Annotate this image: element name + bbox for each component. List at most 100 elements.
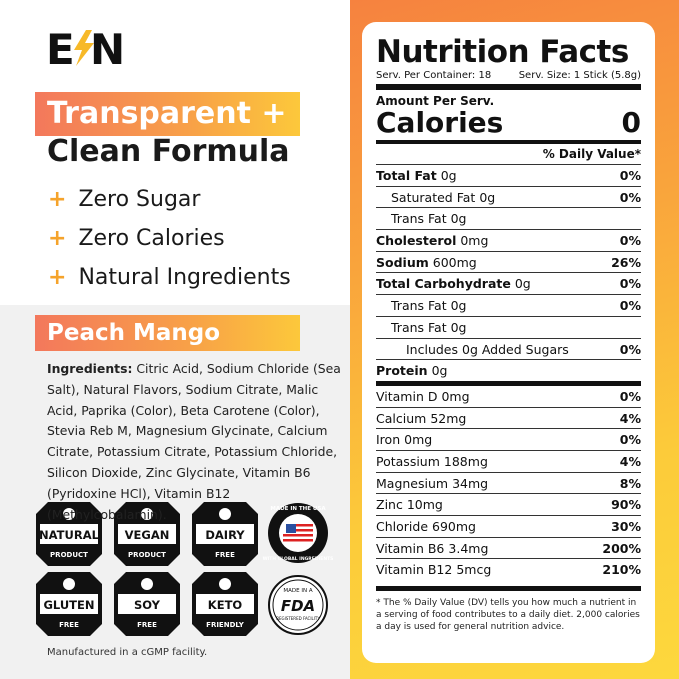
- badge-icon: [63, 508, 75, 520]
- bullet: +: [48, 226, 67, 251]
- nutrient-name: Trans Fat: [391, 298, 447, 314]
- nutrient-amount: 34mg: [452, 475, 489, 491]
- nutrient-name: Saturated Fat: [391, 189, 476, 205]
- badge-icon: [141, 508, 153, 520]
- flag-stripes: [283, 524, 313, 542]
- benefit-text: Zero Calories: [78, 226, 225, 251]
- badge-title: GLUTEN: [43, 598, 94, 612]
- nutrient-name: Vitamin B6: [376, 540, 445, 556]
- daily-value: 0%: [619, 189, 641, 205]
- nutrient-label: Vitamin B12 5mcg: [376, 559, 491, 580]
- nutrient-amount: 5mcg: [456, 562, 492, 578]
- daily-value: 90%: [611, 497, 641, 513]
- nutrient-row: Magnesium 34mg 8%: [376, 471, 641, 494]
- nutrient-row: Cholesterol 0mg 0%: [376, 229, 641, 251]
- nutrient-amount: 0g: [450, 319, 467, 335]
- nutrient-name: Calcium: [376, 410, 427, 426]
- benefit: + Natural Ingredients: [48, 265, 291, 290]
- badge-subtitle: FRIENDLY: [206, 621, 245, 629]
- nutrient-amount: 0mg: [460, 233, 489, 249]
- flag-canton: [286, 524, 296, 533]
- badge-icon: [219, 508, 231, 520]
- fda-seal: [268, 575, 328, 635]
- nutrient-row: Vitamin D 0mg 0%: [376, 380, 641, 407]
- nutrient-row: Trans Fat 0g 0%: [376, 294, 641, 316]
- nutrient-label: Trans Fat 0g: [376, 317, 467, 338]
- nutrient-name: Cholesterol: [376, 233, 457, 249]
- nutrient-name: Zinc: [376, 497, 403, 513]
- benefit-text: Natural Ingredients: [78, 265, 291, 290]
- nutrient-name: Total Fat: [376, 168, 437, 183]
- nutrient-row: Vitamin B6 3.4mg 200%: [376, 536, 641, 559]
- badge: NATURAL PRODUCT: [36, 502, 102, 566]
- nutrient-amount: 0g: [514, 276, 531, 292]
- servings: Serv. Per Container: 18: [376, 70, 492, 81]
- seal-text: REGISTERED FACILITY: [276, 616, 320, 621]
- logo-letter: E: [46, 25, 75, 74]
- badge: DAIRY FREE: [192, 502, 258, 566]
- daily-value: 0%: [619, 432, 641, 448]
- nutrient-label: Calcium 52mg: [376, 408, 466, 429]
- nutrient-name: Iron: [376, 432, 401, 448]
- nutrient-amount: 0mg: [404, 432, 433, 448]
- nutrient-row: Sodium 600mg 26%: [376, 250, 641, 273]
- nutrient-amount: 0g: [450, 298, 467, 314]
- bullet: +: [48, 187, 67, 212]
- ingredients-text: Citric Acid, Sodium Chloride (Sea Salt),…: [47, 361, 341, 522]
- daily-value: 0%: [619, 276, 641, 292]
- nutrition-title: Nutrition Facts: [376, 34, 629, 70]
- nutrient-label: Cholesterol 0mg: [376, 230, 488, 251]
- nutrient-label: Sodium 600mg: [376, 252, 477, 273]
- nutrient-label: Zinc 10mg: [376, 494, 443, 515]
- nutrient-label: Saturated Fat 0g: [376, 187, 495, 208]
- nutrient-label: Includes 0g Added Sugars: [376, 339, 569, 360]
- serving-size: Serv. Size: 1 Stick (5.8g): [518, 70, 641, 81]
- badge-title: VEGAN: [125, 528, 170, 542]
- daily-value: 30%: [611, 519, 641, 534]
- nutrient-amount: 52mg: [430, 410, 467, 426]
- nutrient-label: Vitamin D 0mg: [376, 386, 470, 407]
- nutrient-name: Trans Fat: [391, 319, 447, 335]
- nutrient-amount: 188mg: [443, 453, 488, 469]
- daily-value: 4%: [619, 453, 641, 469]
- badge-band: [40, 524, 98, 544]
- badge-icon: [219, 578, 231, 590]
- fda-seal-ring: [272, 579, 324, 631]
- nutrient-amount: 0mg: [441, 388, 470, 404]
- nutrient-amount: 0g: [431, 363, 448, 379]
- badge-icon: [141, 578, 153, 590]
- nutrient-row: Protein 0g: [376, 359, 641, 381]
- daily-value: 4%: [619, 410, 641, 426]
- nutrient-row: Includes 0g Added Sugars 0%: [376, 337, 641, 360]
- dv-header: % Daily Value*: [542, 147, 641, 161]
- nutrition-footnote: * The % Daily Value (DV) tells you how m…: [376, 586, 641, 633]
- bullet: +: [48, 265, 67, 290]
- nutrient-row: Iron 0mg 0%: [376, 428, 641, 450]
- badge-subtitle: PRODUCT: [128, 551, 166, 559]
- nutrient-label: Trans Fat 0g: [376, 295, 467, 316]
- nutrient-name: Protein: [376, 363, 428, 379]
- daily-value: 200%: [602, 540, 641, 556]
- ingredients-label: Ingredients:: [47, 361, 133, 376]
- benefit-text: Zero Sugar: [78, 187, 201, 212]
- nutrient-row: Trans Fat 0g: [376, 315, 641, 338]
- benefit: + Zero Calories: [48, 226, 225, 251]
- nutrient-row: Saturated Fat 0g 0%: [376, 185, 641, 208]
- nutrient-rows: Total Fat 0g 0% Saturated Fat 0g 0% Trans Fat 0…: [376, 164, 641, 580]
- badge-title: SOY: [134, 598, 161, 612]
- badge-band: [40, 594, 98, 614]
- seal-text: FDA: [281, 597, 315, 615]
- nutrient-amount: 0g: [479, 189, 496, 205]
- nutrient-name: Includes 0g Added Sugars: [406, 341, 569, 357]
- headline: Clean Formula: [47, 134, 290, 169]
- nutrient-row: Potassium 188mg 4%: [376, 449, 641, 472]
- badge: VEGAN PRODUCT: [114, 502, 180, 566]
- nutrient-amount: 600mg: [432, 254, 477, 270]
- flavor: Peach Mango: [35, 315, 300, 351]
- nutrient-amount: 10mg: [406, 497, 443, 513]
- usa-seal-inner: [279, 514, 317, 552]
- daily-value: 210%: [602, 562, 641, 578]
- nutrient-label: Total Carbohydrate 0g: [376, 273, 531, 294]
- nutrient-name: Magnesium: [376, 475, 449, 491]
- daily-value: 8%: [619, 475, 641, 491]
